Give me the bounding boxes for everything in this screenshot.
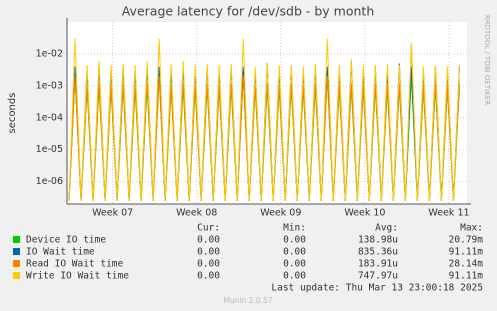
stats-value: 138.98u [358,235,398,246]
y-tick-label: 1e-06 [36,176,63,187]
stats-header: Avg: [375,223,398,234]
y-tick-label: 1e-04 [36,112,63,123]
stats-value: 183.91u [358,259,398,270]
y-tick-label: 1e-03 [36,80,63,91]
x-tick-label: Week 09 [260,208,301,219]
y-axis-label: seconds [7,93,18,134]
legend-swatch [13,248,20,255]
legend-label: IO Wait time [26,247,95,258]
x-tick-label: Week 07 [92,208,133,219]
stats-value: 0.00 [197,259,220,270]
y-tick-label: 1e-05 [36,144,63,155]
stats-value: 0.00 [197,235,220,246]
footer: Munin 2.0.57 [223,296,272,305]
side-label: RRDTOOL / TOBI OETIKER [483,15,491,105]
stats-header: Max: [460,223,483,234]
stats-value: 0.00 [283,271,306,282]
legend-swatch [13,236,20,243]
legend-label: Write IO Wait time [26,271,129,282]
stats-value: 835.36u [358,247,398,258]
y-tick-label: 1e-02 [36,48,63,59]
stats-value: 0.00 [197,247,220,258]
stats-header: Cur: [197,223,220,234]
x-tick-label: Week 11 [428,208,469,219]
stats-value: 0.00 [283,259,306,270]
legend-label: Read IO Wait time [26,259,124,270]
stats-value: 91.11m [449,247,484,258]
x-tick-label: Week 08 [176,208,217,219]
stats-header: Min: [283,223,306,234]
series-line [68,38,460,201]
x-tick-label: Week 10 [344,208,385,219]
stats-value: 0.00 [197,271,220,282]
stats-value: 747.97u [358,271,398,282]
stats-value: 91.11m [449,271,484,282]
stats-value: 28.14m [449,259,484,270]
legend-swatch [13,272,20,279]
stats-value: 20.79m [449,235,484,246]
legend-swatch [13,260,20,267]
legend-label: Device IO time [26,235,106,246]
last-update: Last update: Thu Mar 13 23:00:18 2025 [271,283,483,294]
chart-title: Average latency for /dev/sdb - by month [122,4,375,19]
stats-value: 0.00 [283,247,306,258]
stats-value: 0.00 [283,235,306,246]
